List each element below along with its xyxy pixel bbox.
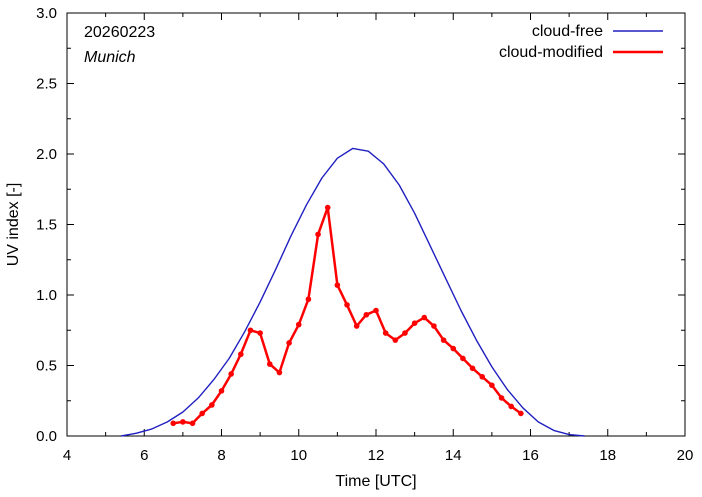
data-point <box>218 388 225 394</box>
data-point <box>247 327 254 334</box>
data-point <box>286 340 292 346</box>
series-line-cloud-modified <box>173 206 522 425</box>
data-point <box>469 365 476 372</box>
data-point <box>373 307 379 314</box>
data-point <box>257 330 263 336</box>
data-point <box>363 311 370 318</box>
data-point <box>479 373 486 380</box>
x-tick-label: 18 <box>599 447 616 464</box>
data-point <box>392 337 399 343</box>
y-tick-label: 1.5 <box>36 217 57 234</box>
y-tick-label: 3.0 <box>36 5 57 22</box>
legend-label-cloud-free: cloud-free <box>532 23 603 40</box>
data-point <box>518 410 524 417</box>
data-point <box>170 420 177 427</box>
data-point <box>440 337 447 343</box>
data-point <box>450 345 457 352</box>
x-tick-label: 20 <box>677 447 694 464</box>
data-point <box>324 204 331 211</box>
data-point <box>334 282 341 288</box>
data-point <box>209 402 215 408</box>
y-tick-label: 2.5 <box>36 76 57 93</box>
date-annotation: 20260223 <box>84 24 155 41</box>
x-tick-label: 6 <box>140 447 148 464</box>
x-axis-label: Time [UTC] <box>335 473 416 490</box>
data-point <box>382 330 389 336</box>
series-line-cloud-free <box>120 147 585 437</box>
x-tick-label: 14 <box>445 447 462 464</box>
x-tick-label: 16 <box>522 447 539 464</box>
data-point <box>489 382 495 389</box>
data-point <box>228 371 234 377</box>
data-point <box>344 302 350 308</box>
legend-label-cloud-modified: cloud-modified <box>499 44 603 61</box>
data-point <box>411 320 418 327</box>
data-point <box>498 395 505 401</box>
data-point <box>402 330 408 336</box>
y-tick-label: 0.5 <box>36 358 57 375</box>
data-point <box>199 410 205 417</box>
data-point <box>266 361 273 367</box>
data-point <box>238 351 244 358</box>
plot-frame <box>66 12 686 437</box>
data-point <box>508 403 514 410</box>
data-point <box>276 369 283 376</box>
data-point <box>295 321 302 328</box>
x-tick-label: 12 <box>368 447 385 464</box>
data-point <box>305 296 312 303</box>
data-point <box>460 355 466 362</box>
y-axis-label: UV index [-] <box>5 183 22 267</box>
data-point <box>421 314 428 321</box>
data-point <box>180 419 186 425</box>
data-point <box>431 323 437 329</box>
x-tick-label: 10 <box>290 447 307 464</box>
data-point <box>189 420 196 427</box>
y-tick-label: 2.0 <box>36 146 57 163</box>
x-tick-label: 8 <box>217 447 225 464</box>
x-tick-label: 4 <box>63 447 71 464</box>
data-point <box>353 323 360 329</box>
y-tick-label: 0.0 <box>36 428 57 445</box>
location-annotation: Munich <box>84 49 136 66</box>
y-tick-label: 1.0 <box>36 287 57 304</box>
data-point <box>315 231 321 238</box>
